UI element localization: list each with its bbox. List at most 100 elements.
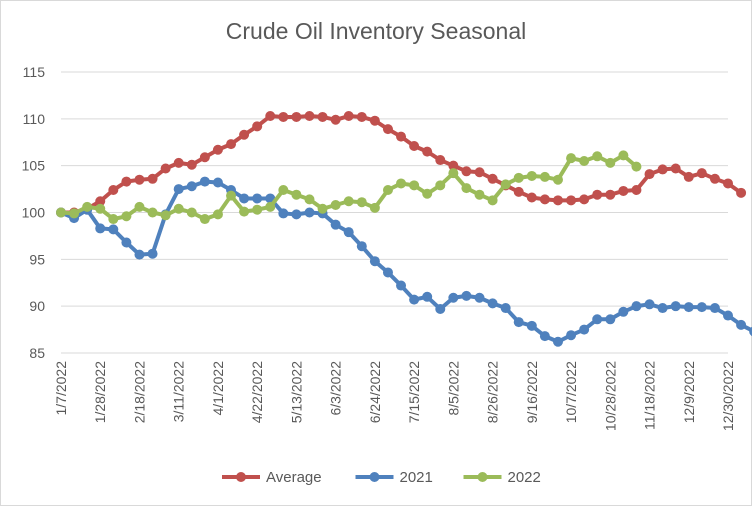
y-tick-label: 110 (23, 111, 46, 127)
data-point (709, 303, 720, 314)
y-tick-label: 100 (22, 205, 46, 221)
series-average (56, 111, 747, 218)
data-point (644, 169, 655, 180)
data-point (278, 208, 289, 219)
data-point (330, 114, 341, 125)
legend: Average 2021 2022 (222, 469, 541, 486)
legend-item-average: Average (222, 469, 322, 486)
data-point (265, 201, 276, 212)
data-point (474, 292, 485, 303)
data-point (291, 111, 302, 122)
data-point (95, 203, 106, 214)
data-point (723, 310, 733, 321)
data-point (605, 157, 616, 168)
data-point (749, 326, 752, 336)
x-tick-label: 10/7/2022 (563, 361, 579, 423)
series-lines (56, 111, 752, 347)
data-point (670, 301, 681, 312)
data-point (252, 121, 263, 132)
data-point (121, 237, 132, 248)
legend-label: 2021 (400, 469, 433, 486)
data-point (683, 302, 694, 313)
y-tick-label: 85 (29, 345, 45, 361)
data-point (160, 163, 171, 174)
series-line (59, 179, 752, 344)
legend-item-2022: 2022 (463, 469, 541, 486)
data-point (631, 161, 642, 172)
x-tick-label: 4/22/2022 (249, 361, 265, 423)
data-point (579, 324, 590, 335)
data-point (409, 140, 420, 151)
data-point (369, 115, 380, 126)
data-point (317, 203, 328, 214)
x-tick-label: 1/7/2022 (53, 361, 69, 416)
chart-title: Crude Oil Inventory Seasonal (225, 18, 527, 44)
data-point (278, 111, 289, 122)
data-point (526, 320, 537, 331)
data-point (95, 223, 106, 234)
data-point (330, 200, 341, 211)
data-point (212, 177, 223, 188)
data-point (526, 170, 537, 181)
y-axis-ticks: 85 90 95 100 105 110 115 (22, 64, 46, 361)
data-point (173, 157, 184, 168)
data-point (382, 267, 393, 278)
data-point (252, 204, 263, 215)
data-point (696, 302, 707, 313)
data-point (592, 314, 603, 325)
data-point (592, 189, 603, 200)
x-tick-label: 8/5/2022 (445, 361, 461, 416)
data-point (422, 291, 433, 302)
data-point (500, 303, 511, 314)
data-point (304, 111, 315, 122)
data-point (435, 155, 446, 166)
data-point (487, 195, 498, 206)
data-point (566, 153, 577, 164)
x-tick-label: 5/13/2022 (288, 361, 304, 423)
data-point (448, 160, 459, 171)
y-tick-label: 95 (29, 251, 45, 267)
series-2021 (56, 176, 752, 347)
data-point (121, 211, 132, 222)
data-point (670, 163, 681, 174)
data-point (121, 176, 132, 187)
data-point (552, 195, 563, 206)
data-point (657, 303, 668, 314)
data-point (631, 185, 642, 196)
x-axis-ticks: 1/7/2022 1/28/2022 2/18/2022 3/11/2022 4/1/2… (53, 361, 736, 431)
data-point (265, 111, 276, 122)
x-tick-label: 1/28/2022 (92, 361, 108, 423)
data-point (461, 166, 472, 177)
data-point (356, 111, 367, 122)
y-tick-label: 90 (29, 298, 45, 314)
data-point (513, 317, 524, 328)
data-point (226, 139, 237, 150)
legend-item-2021: 2021 (355, 469, 433, 486)
data-point (487, 298, 498, 309)
data-point (500, 179, 511, 190)
data-point (461, 290, 472, 301)
data-point (709, 173, 720, 184)
data-point (108, 224, 119, 235)
data-point (239, 206, 250, 217)
x-tick-label: 9/16/2022 (524, 361, 540, 423)
data-point (173, 203, 184, 214)
data-point (291, 209, 302, 220)
data-point (592, 151, 603, 162)
data-point (605, 189, 616, 200)
data-point (422, 146, 433, 157)
data-point (69, 208, 80, 219)
data-point (435, 303, 446, 314)
data-point (212, 144, 223, 155)
data-point (539, 194, 550, 205)
data-point (579, 194, 590, 205)
data-point (147, 248, 158, 259)
legend-label: 2022 (508, 469, 541, 486)
x-tick-label: 10/28/2022 (602, 361, 618, 431)
data-point (343, 196, 354, 207)
legend-swatch-marker (369, 472, 380, 482)
series-2022 (56, 150, 642, 225)
data-point (56, 207, 66, 218)
data-point (186, 181, 197, 192)
data-point (552, 336, 563, 347)
